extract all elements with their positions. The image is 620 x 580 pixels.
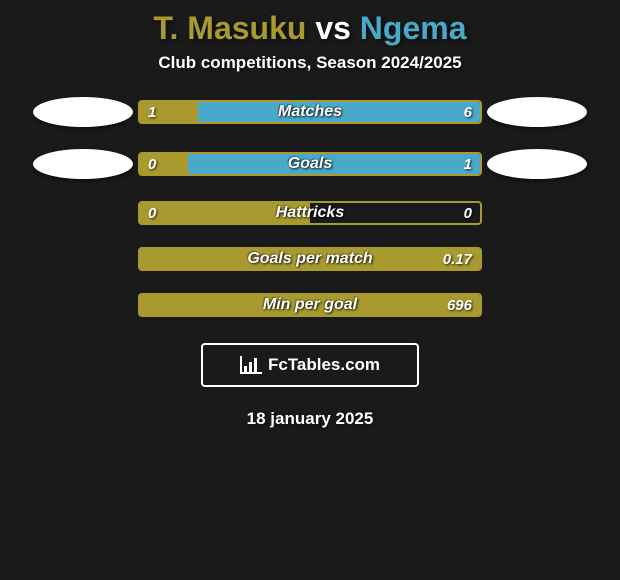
stat-row: 00Hattricks xyxy=(0,201,620,225)
stat-bar-left-fill xyxy=(140,154,188,174)
stat-row: 16Matches xyxy=(0,97,620,127)
subtitle: Club competitions, Season 2024/2025 xyxy=(0,53,620,97)
player2-bubble xyxy=(487,97,587,127)
stat-bar-left-fill xyxy=(140,102,198,122)
date-label: 18 january 2025 xyxy=(0,409,620,429)
stat-bar: 0.17Goals per match xyxy=(138,247,482,271)
stat-value-right: 0 xyxy=(464,203,472,223)
stat-bar: 01Goals xyxy=(138,152,482,176)
player1-bubble xyxy=(33,149,133,179)
player1-bubble-slot xyxy=(28,149,138,179)
branding-badge: FcTables.com xyxy=(201,343,419,387)
player1-bubble-slot xyxy=(28,97,138,127)
player2-bubble-slot xyxy=(482,149,592,179)
stat-bar-right-fill xyxy=(188,154,480,174)
stat-bar: 16Matches xyxy=(138,100,482,124)
branding-text: FcTables.com xyxy=(268,355,380,375)
player1-bubble xyxy=(33,97,133,127)
stat-bar-right-fill xyxy=(198,102,480,122)
title-player1: T. Masuku xyxy=(154,10,307,46)
stats-rows: 16Matches 01Goals 00Hattricks 0.17Goals per… xyxy=(0,97,620,317)
page-title: T. Masuku vs Ngema xyxy=(0,0,620,53)
player2-bubble-slot xyxy=(482,97,592,127)
comparison-infographic: T. Masuku vs Ngema Club competitions, Se… xyxy=(0,0,620,580)
stat-bar: 696Min per goal xyxy=(138,293,482,317)
stat-row: 01Goals xyxy=(0,149,620,179)
title-player2: Ngema xyxy=(360,10,467,46)
stat-row: 0.17Goals per match xyxy=(0,247,620,271)
player2-bubble xyxy=(487,149,587,179)
stat-row: 696Min per goal xyxy=(0,293,620,317)
title-vs: vs xyxy=(315,10,351,46)
bar-chart-icon xyxy=(240,356,262,374)
stat-bar-left-fill xyxy=(140,295,480,315)
stat-bar-left-fill xyxy=(140,203,310,223)
stat-bar-left-fill xyxy=(140,249,480,269)
stat-bar: 00Hattricks xyxy=(138,201,482,225)
